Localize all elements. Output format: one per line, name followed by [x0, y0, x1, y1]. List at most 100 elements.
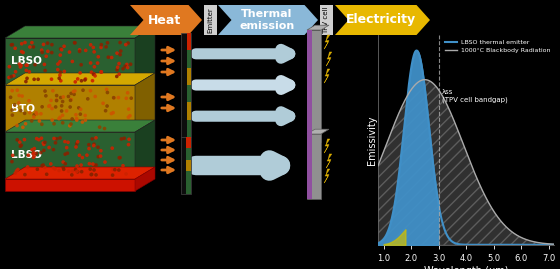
- Point: [18, 125, 27, 129]
- Point: [124, 107, 133, 111]
- Point: [66, 123, 74, 128]
- Point: [27, 40, 36, 45]
- Point: [78, 120, 87, 124]
- Point: [25, 45, 34, 49]
- Point: [10, 73, 18, 78]
- Point: [39, 141, 48, 145]
- Point: [59, 160, 68, 164]
- Point: [93, 61, 102, 65]
- Point: [56, 47, 65, 51]
- Point: [12, 123, 21, 128]
- Point: [102, 104, 111, 108]
- Point: [107, 55, 116, 60]
- Point: [122, 172, 130, 176]
- Polygon shape: [326, 52, 332, 66]
- Point: [92, 173, 101, 177]
- Point: [11, 171, 20, 175]
- Point: [17, 63, 26, 68]
- Point: [41, 54, 50, 58]
- FancyBboxPatch shape: [307, 134, 312, 199]
- Point: [39, 142, 48, 147]
- Point: [22, 63, 31, 68]
- Point: [109, 95, 118, 100]
- Point: [10, 103, 19, 107]
- Point: [76, 71, 85, 75]
- Point: [57, 48, 66, 52]
- Point: [35, 119, 44, 123]
- Point: [13, 138, 22, 142]
- Point: [123, 91, 132, 95]
- Point: [107, 111, 116, 116]
- Point: [34, 137, 43, 142]
- Point: [21, 122, 30, 126]
- Point: [48, 118, 57, 122]
- Point: [29, 152, 38, 156]
- FancyBboxPatch shape: [186, 183, 191, 194]
- Point: [64, 140, 73, 144]
- Point: [96, 45, 105, 49]
- Point: [20, 172, 29, 177]
- Point: [71, 89, 80, 93]
- FancyBboxPatch shape: [186, 160, 191, 171]
- Point: [66, 98, 75, 102]
- FancyBboxPatch shape: [187, 120, 191, 137]
- Point: [86, 167, 95, 171]
- Point: [7, 160, 16, 164]
- FancyBboxPatch shape: [307, 134, 321, 199]
- Point: [36, 150, 45, 155]
- Point: [88, 162, 97, 166]
- Point: [55, 136, 64, 140]
- Point: [30, 146, 39, 151]
- Point: [18, 50, 27, 55]
- Point: [59, 95, 68, 99]
- Point: [53, 62, 62, 66]
- Point: [90, 50, 99, 54]
- Point: [124, 137, 133, 141]
- FancyBboxPatch shape: [5, 132, 135, 179]
- Point: [40, 62, 49, 66]
- Point: [8, 113, 17, 117]
- Text: LBSO: LBSO: [11, 56, 42, 66]
- Point: [89, 143, 98, 148]
- Point: [39, 42, 48, 47]
- Point: [36, 112, 45, 116]
- FancyBboxPatch shape: [187, 102, 191, 120]
- Point: [97, 70, 106, 74]
- Point: [27, 148, 36, 152]
- Point: [114, 168, 123, 172]
- Point: [38, 50, 46, 55]
- Point: [115, 155, 124, 160]
- Point: [94, 154, 103, 159]
- Point: [41, 68, 50, 73]
- Point: [110, 168, 119, 172]
- Point: [15, 62, 24, 66]
- Point: [29, 45, 38, 49]
- Point: [17, 143, 26, 147]
- Point: [119, 164, 128, 168]
- Point: [52, 98, 61, 102]
- Point: [76, 107, 85, 111]
- Text: Thermal
emission: Thermal emission: [239, 9, 294, 31]
- Point: [43, 41, 52, 45]
- Point: [68, 169, 77, 173]
- Point: [124, 115, 133, 119]
- Point: [78, 155, 87, 160]
- Point: [81, 118, 90, 122]
- Point: [29, 155, 38, 160]
- Polygon shape: [307, 25, 329, 30]
- Point: [86, 61, 95, 65]
- Point: [116, 49, 125, 53]
- Point: [18, 94, 27, 98]
- Point: [86, 43, 95, 47]
- Point: [32, 136, 41, 141]
- Point: [108, 146, 116, 150]
- Point: [59, 167, 68, 172]
- Polygon shape: [135, 73, 155, 132]
- FancyBboxPatch shape: [5, 38, 135, 85]
- Point: [94, 145, 102, 149]
- FancyBboxPatch shape: [307, 30, 321, 142]
- Point: [54, 168, 63, 173]
- Point: [120, 136, 129, 140]
- Point: [40, 140, 49, 144]
- Point: [87, 70, 96, 74]
